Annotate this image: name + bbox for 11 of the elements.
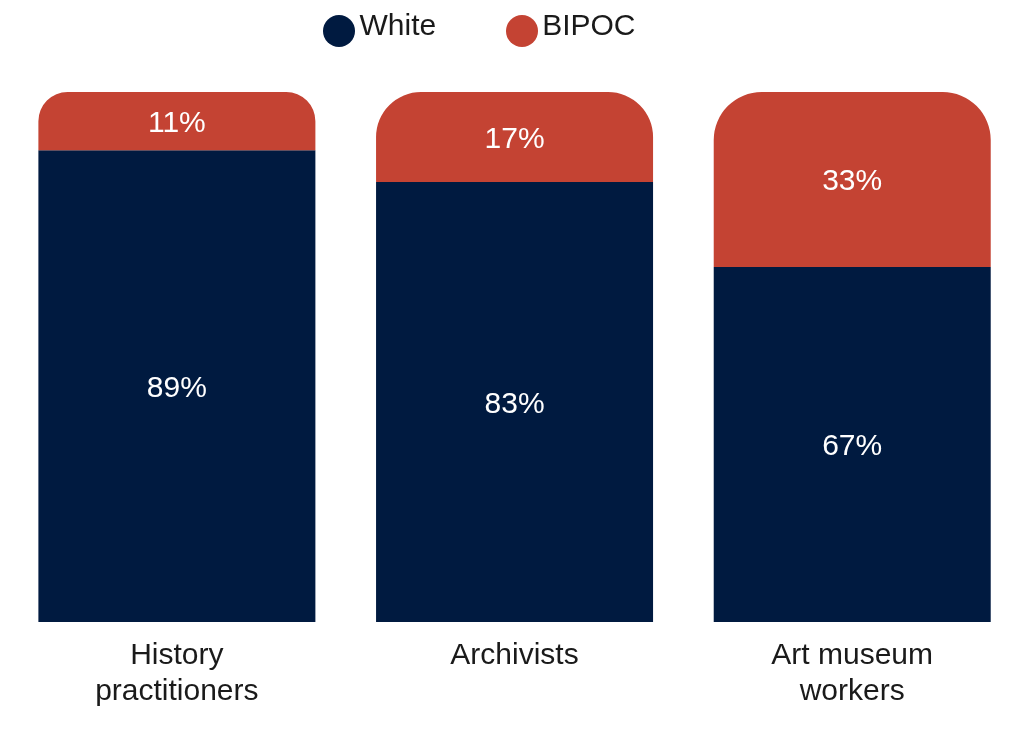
data-label: 17% (484, 120, 545, 154)
data-label: 89% (146, 369, 207, 403)
x-tick-label: History practitioners (95, 637, 259, 706)
x-tick-label: Archivists (450, 637, 579, 670)
x-tick-label: Art museum workers (771, 637, 934, 706)
data-label: 83% (484, 385, 545, 419)
data-label: 67% (822, 428, 883, 462)
data-label: 11% (147, 104, 206, 138)
legend-label: BIPOC (542, 8, 636, 41)
data-label: 33% (822, 163, 883, 197)
legend-label: White (359, 8, 437, 41)
